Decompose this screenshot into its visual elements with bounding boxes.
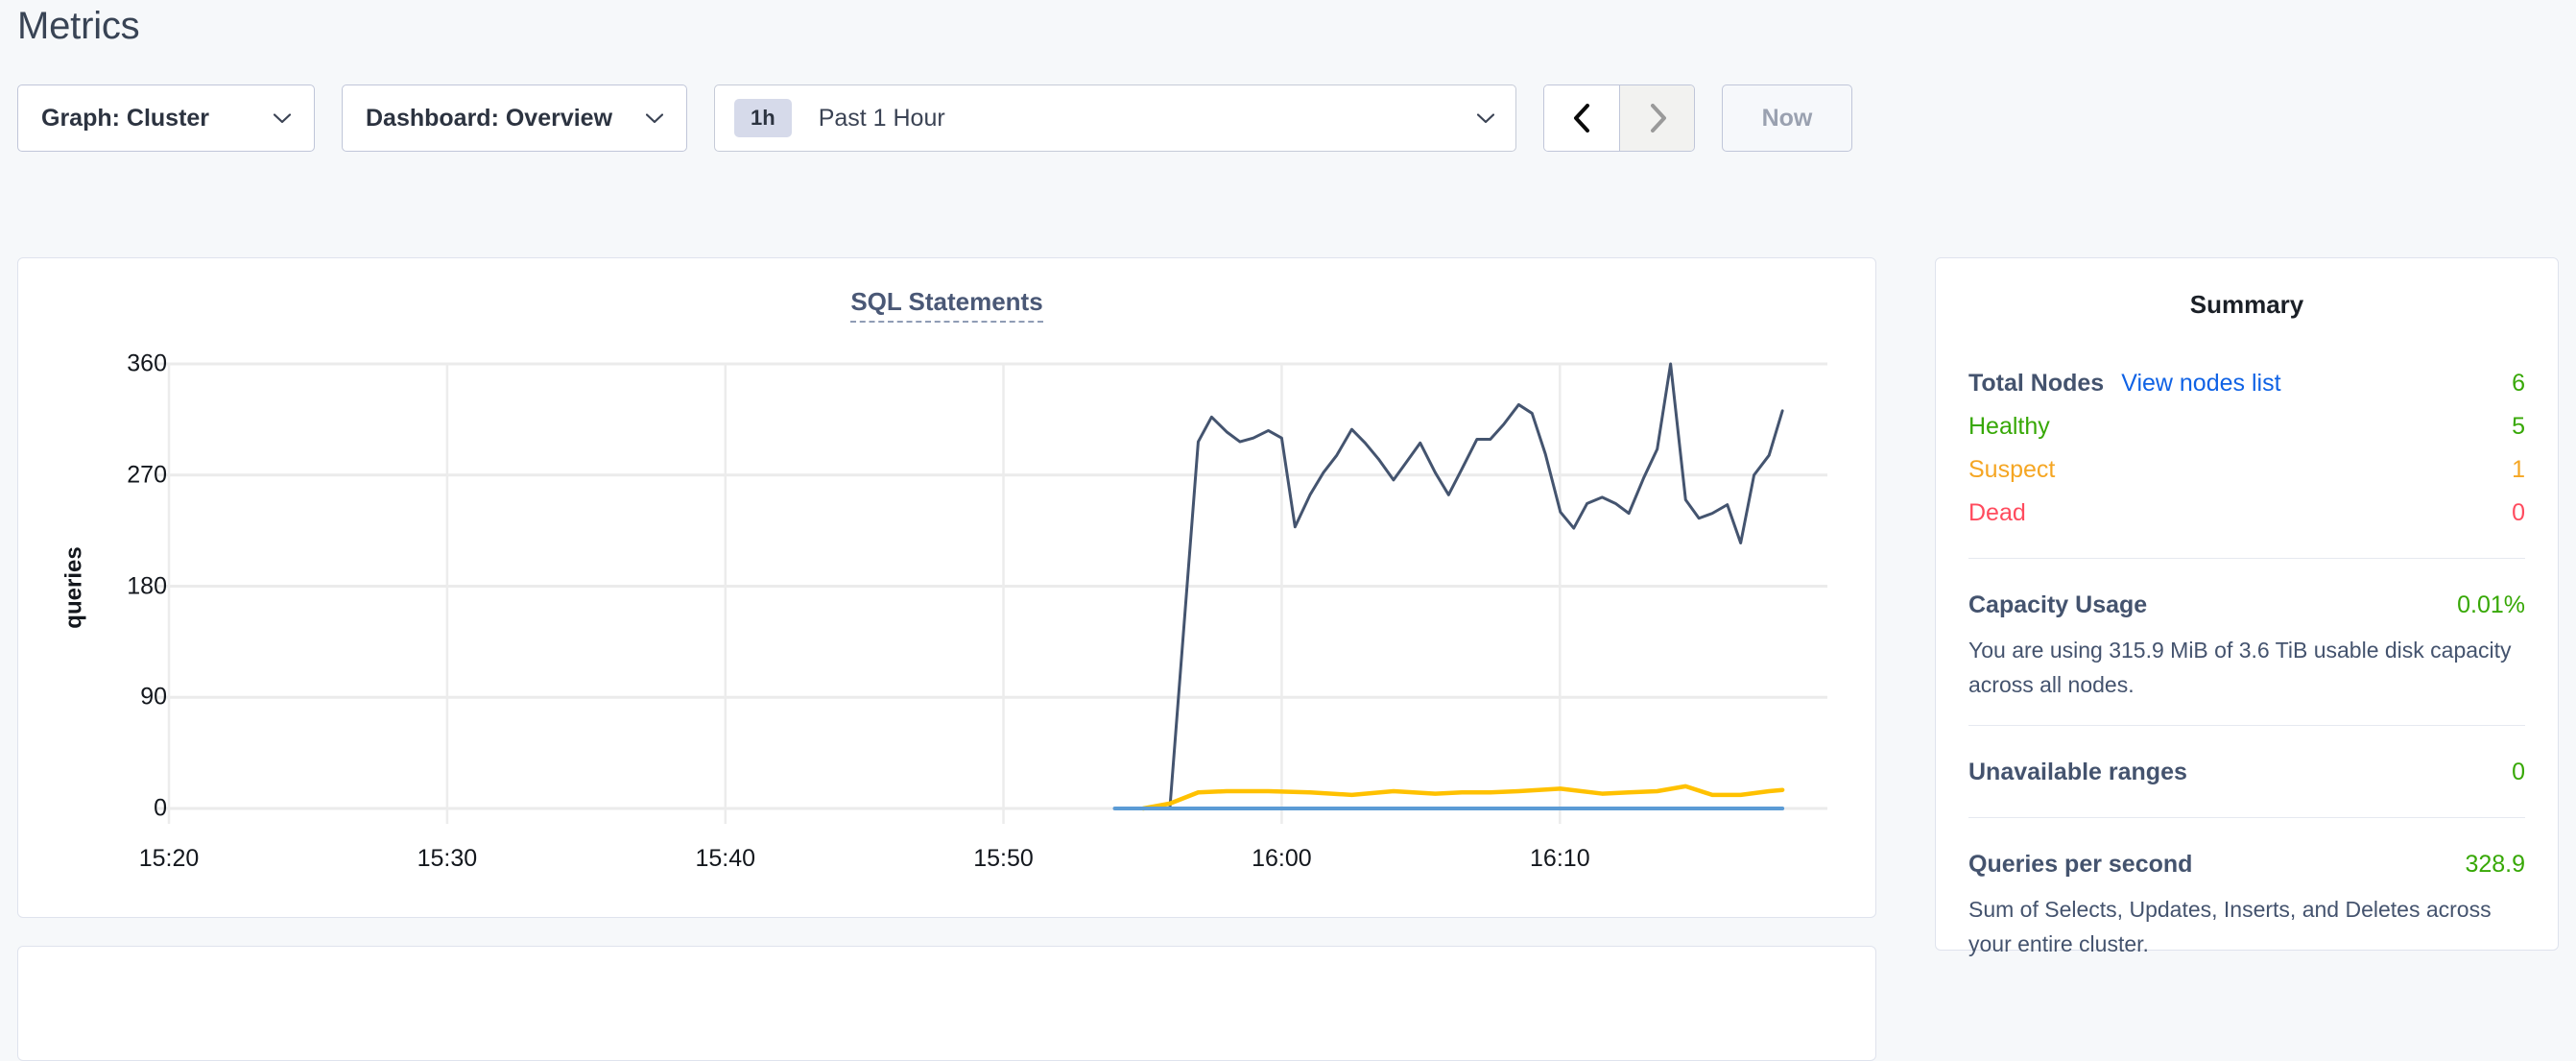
summary-body: Total Nodes View nodes list 6 Healthy 5 … xyxy=(1936,362,2558,961)
chart-x-tick-3: 15:50 xyxy=(973,845,1034,872)
prev-time-range-button[interactable] xyxy=(1544,85,1619,151)
nodes-block: Total Nodes View nodes list 6 Healthy 5 … xyxy=(1968,362,2525,535)
chart-y-tick-4: 360 xyxy=(127,350,167,377)
chart-x-tick-4: 16:00 xyxy=(1252,845,1312,872)
chevron-down-icon xyxy=(274,112,291,124)
chart-y-ticks: 0 90 180 270 360 xyxy=(57,258,167,917)
chevron-down-icon xyxy=(646,112,663,124)
queries-per-second-row: Queries per second 328.9 xyxy=(1968,843,2525,886)
queries-per-second-label: Queries per second xyxy=(1968,851,2193,878)
capacity-usage-block: Capacity Usage 0.01% You are using 315.9… xyxy=(1968,584,2525,702)
chart-svg xyxy=(157,362,1827,824)
dead-nodes-row: Dead 0 xyxy=(1968,492,2525,535)
chart-y-tick-1: 90 xyxy=(140,683,167,711)
unavailable-ranges-label: Unavailable ranges xyxy=(1968,759,2187,785)
time-range-badge: 1h xyxy=(734,99,792,137)
suspect-value: 1 xyxy=(2512,456,2525,483)
capacity-usage-row: Capacity Usage 0.01% xyxy=(1968,584,2525,627)
chart-title-text[interactable]: SQL Statements xyxy=(850,287,1043,323)
dead-value: 0 xyxy=(2512,499,2525,526)
queries-per-second-block: Queries per second 328.9 Sum of Selects,… xyxy=(1968,843,2525,961)
chart-x-tick-5: 16:10 xyxy=(1530,845,1590,872)
page-title: Metrics xyxy=(17,5,140,47)
suspect-nodes-row: Suspect 1 xyxy=(1968,448,2525,492)
chart-y-tick-0: 0 xyxy=(154,794,167,822)
chart-series-selects xyxy=(1168,362,1784,810)
chart-y-tick-2: 180 xyxy=(127,572,167,599)
graph-dropdown-label: Graph: Cluster xyxy=(41,104,210,132)
chart-x-tick-2: 15:40 xyxy=(695,845,756,872)
healthy-value: 5 xyxy=(2512,413,2525,440)
summary-divider xyxy=(1968,725,2525,726)
now-button[interactable]: Now xyxy=(1722,84,1852,152)
suspect-label: Suspect xyxy=(1968,456,2056,483)
chevron-left-icon xyxy=(1572,104,1591,133)
summary-divider xyxy=(1968,558,2525,559)
capacity-usage-description: You are using 315.9 MiB of 3.6 TiB usabl… xyxy=(1968,638,2512,697)
next-chart-card xyxy=(17,946,1876,1061)
chevron-right-icon xyxy=(1648,104,1667,133)
chart-plot-area[interactable]: queries 0 90 180 270 360 15:20 15:30 15:40 15:5… xyxy=(18,258,1875,917)
chart-series-updates xyxy=(1140,784,1785,811)
dashboard-dropdown[interactable]: Dashboard: Overview xyxy=(342,84,687,152)
next-time-range-button[interactable] xyxy=(1619,85,1694,151)
chart-x-tick-1: 15:30 xyxy=(417,845,478,872)
capacity-usage-label: Capacity Usage xyxy=(1968,591,2148,618)
view-nodes-list-link[interactable]: View nodes list xyxy=(2121,370,2281,397)
total-nodes-row: Total Nodes View nodes list 6 xyxy=(1968,362,2525,405)
sql-statements-chart-card: SQL Statements queries 0 90 180 270 360 15:2… xyxy=(17,257,1876,918)
total-nodes-label: Total Nodes xyxy=(1968,370,2105,397)
time-range-label: Past 1 Hour xyxy=(818,104,945,132)
summary-divider xyxy=(1968,817,2525,818)
summary-title: Summary xyxy=(2189,290,2304,319)
unavailable-ranges-block: Unavailable ranges 0 xyxy=(1968,751,2525,794)
dashboard-dropdown-label: Dashboard: Overview xyxy=(366,104,613,132)
graph-dropdown[interactable]: Graph: Cluster xyxy=(17,84,315,152)
chevron-down-icon xyxy=(1477,112,1494,124)
time-range-picker[interactable]: 1h Past 1 Hour xyxy=(714,84,1516,152)
chart-title: SQL Statements xyxy=(18,287,1875,323)
time-nav-group xyxy=(1543,84,1695,152)
capacity-usage-value: 0.01% xyxy=(2457,591,2525,618)
chart-y-tick-3: 270 xyxy=(127,461,167,489)
chart-x-tick-0: 15:20 xyxy=(138,845,200,872)
unavailable-ranges-value: 0 xyxy=(2512,759,2525,785)
queries-per-second-description: Sum of Selects, Updates, Inserts, and De… xyxy=(1968,897,2492,956)
dead-label: Dead xyxy=(1968,499,2026,526)
summary-card: Summary Total Nodes View nodes list 6 He… xyxy=(1935,257,2559,956)
total-nodes-value: 6 xyxy=(2512,370,2525,397)
unavailable-ranges-row: Unavailable ranges 0 xyxy=(1968,751,2525,794)
metrics-toolbar: Graph: Cluster Dashboard: Overview 1h Pa… xyxy=(17,84,1852,152)
healthy-label: Healthy xyxy=(1968,413,2050,440)
queries-per-second-value: 328.9 xyxy=(2465,851,2525,878)
healthy-nodes-row: Healthy 5 xyxy=(1968,405,2525,448)
